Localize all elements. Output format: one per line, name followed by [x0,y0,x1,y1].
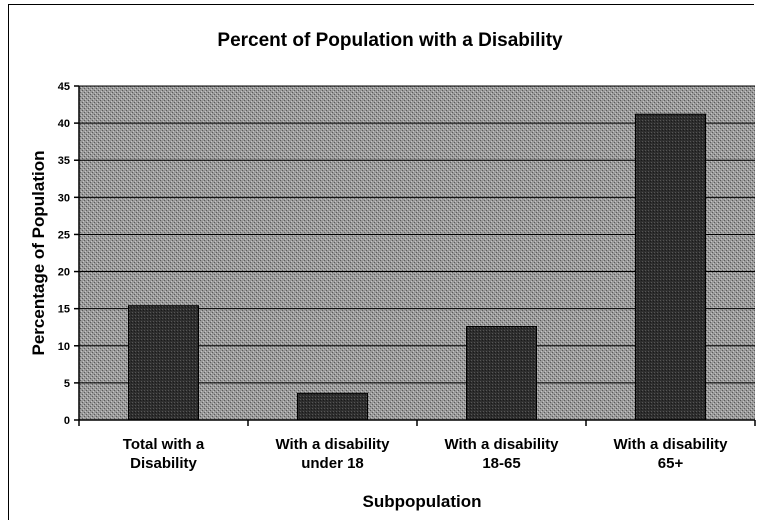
x-tick-label-line: 65+ [658,455,684,472]
chart-title: Percent of Population with a Disability [217,30,563,51]
y-tick-label: 30 [58,192,70,204]
y-axis-label: Percentage of Population [29,151,48,356]
x-tick-label: With a disability 18-65 [444,436,559,472]
y-tick-label: 45 [58,81,70,93]
y-tick-label: 15 [58,304,70,316]
y-tick-label: 0 [64,415,70,427]
y-tick-label: 40 [58,118,70,130]
x-tick-label: With a disability under 18 [275,436,390,472]
y-tick-label: 10 [58,341,70,353]
y-tick-label: 35 [58,155,70,167]
x-tick-label: Total with a Disability [123,436,205,472]
bar [466,325,537,421]
x-tick-label-line: Disability [130,455,197,472]
bar [297,392,368,421]
y-tick-label: 20 [58,267,70,279]
bars [128,113,706,421]
x-tick-label-line: With a disability [444,436,559,453]
chart-frame [8,4,754,520]
x-tick-label-line: With a disability [275,436,390,453]
bar [635,113,706,421]
y-tick-label: 5 [64,378,70,390]
y-axis-ticks: 0 5 10 15 20 25 30 35 40 45 [58,81,79,427]
x-axis-label: Subpopulation [363,492,482,511]
x-tick-label-line: Total with a [123,436,205,453]
x-tick-label-line: With a disability [613,436,728,453]
y-tick-label: 25 [58,229,70,241]
x-tick-label-line: 18-65 [482,455,520,472]
x-tick-label-line: under 18 [301,455,364,472]
bar [128,305,199,421]
x-axis-ticks: Total with a Disability With a disability u… [78,420,756,472]
x-tick-label: With a disability 65+ [613,436,728,472]
